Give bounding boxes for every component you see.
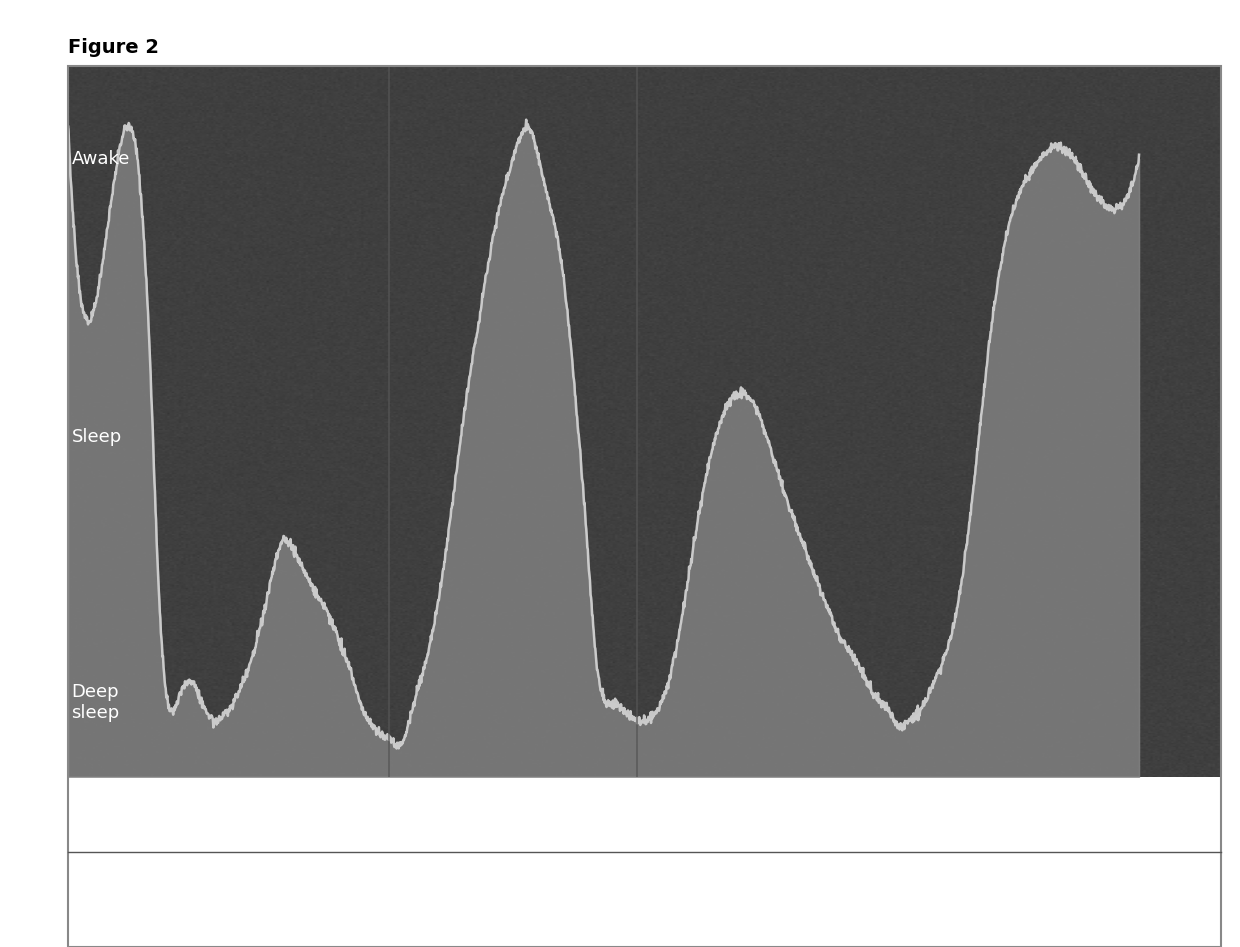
Text: Time: Time [92, 795, 135, 813]
Text: 3: 3 [640, 795, 650, 813]
Text: In bed: In bed [92, 887, 170, 912]
Text: 2: 2 [475, 795, 485, 813]
Text: 1: 1 [310, 795, 321, 813]
Text: 6: 6 [1133, 795, 1145, 813]
Text: Figure 2: Figure 2 [68, 38, 159, 57]
Text: 11:32 PM - 6:09 AM: 11:32 PM - 6:09 AM [508, 885, 781, 914]
Text: 4: 4 [805, 795, 815, 813]
Text: Deep
sleep: Deep sleep [72, 683, 120, 722]
Text: 12
AM: 12 AM [138, 795, 164, 834]
Text: Awake: Awake [72, 150, 130, 168]
Text: Sleep: Sleep [72, 428, 122, 446]
Text: 5: 5 [968, 795, 980, 813]
